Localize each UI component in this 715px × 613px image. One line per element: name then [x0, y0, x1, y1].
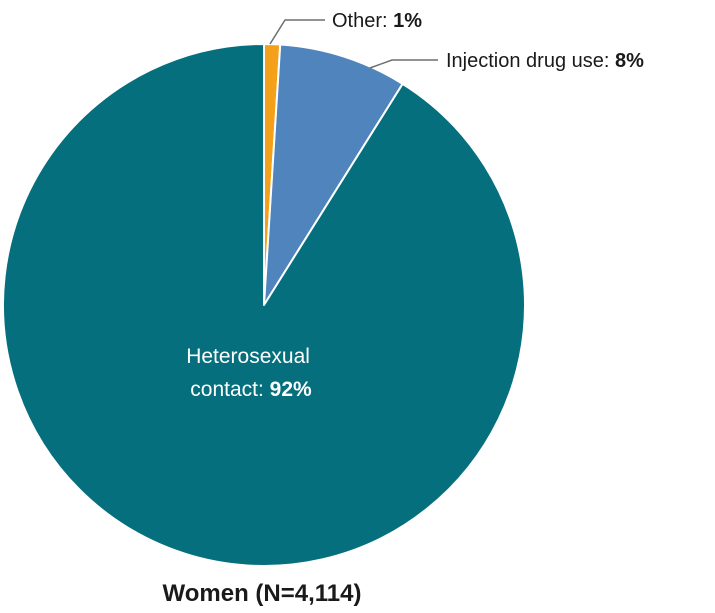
slice-label-other-value: 1%	[393, 10, 422, 32]
pie-slice-injection-drug-use	[263, 43, 404, 306]
slice-label-other: Other: 1%	[332, 10, 422, 32]
leader-line-injection	[369, 59, 438, 69]
pie-slices	[2, 43, 526, 567]
chart-title: Women (N=4,114)	[163, 580, 362, 607]
slice-label-other-name: Other:	[332, 10, 388, 32]
pie-slice-heterosexual-contact	[2, 43, 526, 567]
slice-label-heterosexual-line2: contact: 92%	[190, 378, 312, 401]
slice-label-injection-name: Injection drug use:	[446, 50, 609, 72]
leader-line-other	[269, 19, 325, 45]
slice-label-heterosexual-line1: Heterosexual	[186, 345, 310, 368]
slice-label-heterosexual: Heterosexual contact: 92%	[186, 345, 316, 401]
slice-label-heterosexual-name: contact:	[190, 378, 264, 401]
slice-label-heterosexual-value: 92%	[270, 378, 312, 401]
slice-label-injection: Injection drug use: 8%	[446, 50, 644, 72]
slice-label-injection-value: 8%	[615, 50, 644, 72]
